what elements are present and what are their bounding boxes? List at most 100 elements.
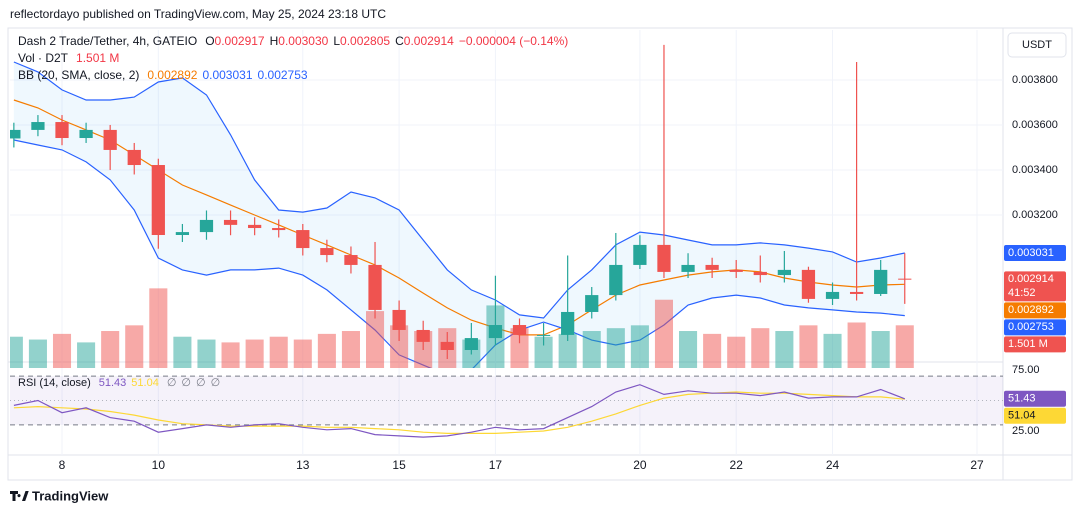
candle-body	[320, 248, 334, 256]
rsi-value: 51.43	[99, 377, 127, 389]
volume-bar	[486, 305, 505, 368]
y-tick-label: 0.003600	[1012, 119, 1058, 131]
candle-body	[344, 255, 358, 265]
volume-bar	[317, 333, 336, 368]
rsi-tick-label: 25.00	[1012, 425, 1040, 437]
rsi-na: ∅	[167, 377, 177, 389]
candle-body	[849, 291, 864, 294]
ohlc-key: C	[395, 34, 404, 48]
rsi-pane	[10, 375, 1003, 438]
volume-bar	[10, 336, 23, 368]
candle-body	[248, 224, 262, 229]
bb-fill	[13, 61, 905, 368]
bb-price-badge	[1004, 302, 1066, 319]
ohlc-value: 0.002805	[340, 34, 390, 48]
candle-body	[79, 129, 93, 139]
candle-body	[753, 271, 767, 276]
rsi-na: ∅	[196, 377, 206, 389]
volume-bar	[173, 336, 192, 368]
rsi-badge	[1004, 407, 1066, 424]
rsi-value: 51.04	[131, 377, 159, 389]
volume-bar	[558, 333, 577, 368]
bb-line	[13, 139, 905, 368]
bb-price-badge-label: 0.002892	[1008, 304, 1054, 316]
volume-bar	[52, 333, 72, 368]
volume-bar	[414, 331, 433, 368]
candle-body	[31, 122, 45, 130]
candle-body	[801, 269, 816, 299]
last-price-badge	[1004, 271, 1066, 302]
main-pane	[10, 44, 914, 368]
currency-button[interactable]	[1007, 32, 1067, 58]
candle-body	[681, 264, 695, 272]
x-tick-label: 24	[826, 458, 840, 472]
bb-value: 0.003031	[202, 68, 252, 82]
candle-body	[633, 244, 647, 265]
x-tick-label: 15	[392, 458, 406, 472]
volume-bar	[366, 311, 385, 368]
volume-bar	[245, 339, 264, 368]
y-tick-label: 0.003200	[1012, 209, 1058, 221]
volume-bar	[77, 342, 96, 368]
volume-bar	[775, 331, 794, 368]
volume-bar	[847, 322, 866, 368]
candle-body	[825, 291, 840, 299]
legend-rsi: RSI (14, close) 51.43 51.04 ∅ ∅ ∅ ∅	[18, 377, 220, 389]
currency-label[interactable]: USDT	[1022, 39, 1052, 51]
candle-body	[151, 165, 165, 236]
volume-bar	[462, 339, 481, 368]
bb-price-badge	[1004, 319, 1066, 336]
ohlc-key: O	[205, 34, 214, 48]
volume-title: Vol · D2T	[18, 51, 69, 65]
candle-body	[55, 122, 69, 139]
bb-value: 0.002753	[258, 68, 308, 82]
volume-bar	[606, 328, 625, 368]
ohlc-key: H	[270, 34, 279, 48]
x-tick-label: 10	[152, 458, 166, 472]
change-value: −0.000004 (−0.14%)	[459, 34, 568, 48]
x-tick-label: 27	[970, 458, 984, 472]
rsi-tick-label: 75.00	[1012, 364, 1040, 376]
volume-value: 1.501 M	[76, 51, 119, 65]
footer-logo	[10, 491, 29, 501]
rsi-na: ∅	[211, 377, 221, 389]
volume-bar	[293, 339, 312, 368]
candle-body	[657, 244, 671, 272]
ohlc-value: 0.003030	[278, 34, 328, 48]
volume-bar	[269, 336, 288, 368]
bb-price-badge	[1004, 245, 1066, 262]
x-tick-label: 20	[633, 458, 647, 472]
legend-main: Dash 2 Trade/Tether, 4h, GATEIO O0.002917…	[18, 34, 568, 48]
candle-body	[296, 230, 310, 249]
y-tick-label: 0.003800	[1012, 74, 1058, 86]
candle-body	[898, 278, 912, 280]
footer-brand: TradingView	[32, 488, 109, 503]
volume-bar	[28, 339, 47, 368]
volume-bar	[679, 331, 698, 368]
chart-frame	[7, 27, 1073, 481]
volume-bar	[341, 331, 360, 368]
attribution: reflectordayo published on TradingView.c…	[10, 7, 386, 21]
symbol-title: Dash 2 Trade/Tether, 4h, GATEIO	[18, 34, 197, 48]
bb-title: BB (20, SMA, close, 2)	[18, 68, 139, 82]
bb-price-badge-label: 0.003031	[1008, 247, 1054, 259]
rsi-line	[13, 384, 906, 438]
candle-body	[10, 129, 21, 139]
candle-body	[368, 264, 382, 310]
volume-bar	[895, 325, 914, 368]
bb-price-badge-label: 0.002753	[1008, 321, 1054, 333]
volume-bar	[582, 331, 601, 368]
candle-body	[223, 219, 238, 225]
last-price-badge-countdown: 41:52	[1008, 287, 1036, 299]
volume-bar	[703, 333, 722, 368]
volume-bar	[438, 328, 457, 368]
ohlc-value: 0.002914	[404, 34, 454, 48]
rsi-title: RSI (14, close)	[18, 377, 91, 389]
x-tick-label: 8	[59, 458, 66, 472]
rsi-badge	[1004, 390, 1066, 407]
rsi-badge-label: 51.43	[1008, 393, 1036, 405]
volume-bar	[871, 331, 890, 368]
candle-body	[609, 264, 623, 296]
